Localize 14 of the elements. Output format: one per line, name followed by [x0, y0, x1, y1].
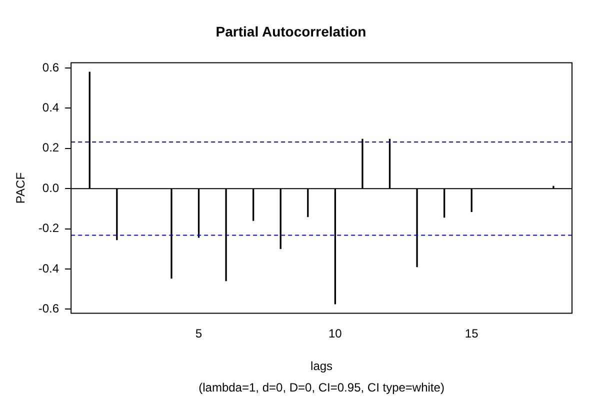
- y-tick-label: 0.0: [42, 180, 60, 195]
- y-tick-label: 0.2: [42, 140, 60, 155]
- x-tick-label: 15: [464, 326, 479, 341]
- y-tick-label: 0.4: [42, 100, 60, 115]
- y-axis-title: PACF: [14, 172, 28, 204]
- y-tick-label: -0.2: [38, 221, 60, 236]
- y-tick-label: 0.6: [42, 60, 60, 74]
- x-axis-title: lags: [310, 359, 333, 374]
- x-tick-label: 5: [195, 326, 202, 341]
- text: (lambda=1, d=0, D=0, CI=0.95, CI type=white): [198, 380, 444, 394]
- chart-title: Partial Autocorrelation: [216, 23, 366, 40]
- y-tick-label: -0.6: [38, 301, 60, 316]
- x-tick-label: 10: [328, 326, 342, 341]
- y-tick-label: -0.4: [38, 261, 60, 276]
